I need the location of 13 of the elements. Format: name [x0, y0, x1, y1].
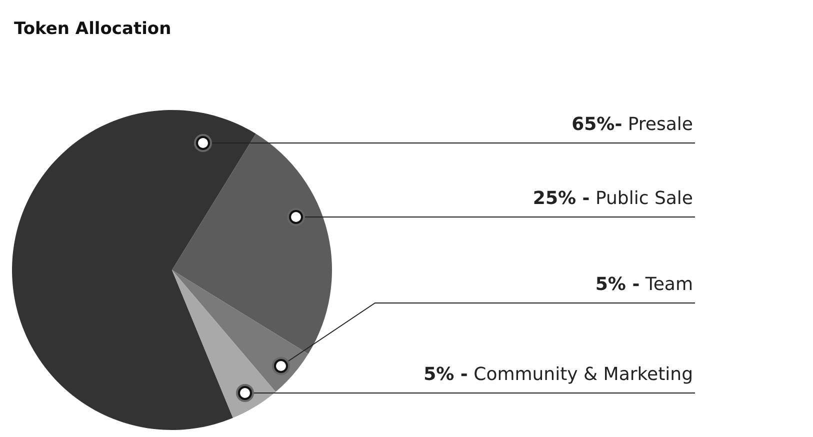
pie-slice	[172, 270, 308, 392]
slice-label: Team	[645, 274, 693, 295]
slice-label: Community & Marketing	[474, 364, 693, 385]
slice-label: Public Sale	[595, 188, 693, 209]
data-label: 5% -	[595, 274, 640, 295]
pie-slice	[172, 134, 332, 354]
pie-slice	[12, 110, 256, 430]
data-label: 25% -	[532, 188, 590, 209]
pie-slice	[172, 270, 276, 418]
slice-label: Presale	[628, 114, 693, 135]
data-label: 5% -	[424, 364, 468, 385]
data-label: 65%-	[572, 114, 622, 135]
chart-title: Token Allocation	[14, 19, 172, 39]
